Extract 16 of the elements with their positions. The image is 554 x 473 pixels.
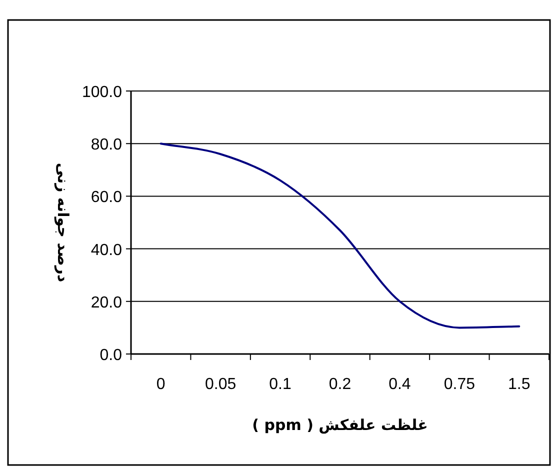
x-tick-label: 0.2 — [328, 376, 352, 393]
y-tick-label: 20.0 — [90, 294, 122, 312]
y-tick-label: 100.0 — [82, 84, 122, 101]
y-tick-label: 40.0 — [90, 242, 122, 259]
y-tick-label: 80.0 — [90, 136, 122, 154]
x-tick-label: 0.1 — [269, 376, 292, 393]
x-tick-label: 1.5 — [508, 376, 530, 393]
x-tick-label: 0 — [156, 376, 166, 393]
y-tick-label: 0.0 — [100, 347, 122, 364]
line-series — [160, 142, 520, 329]
x-tick-label: 0.05 — [205, 376, 236, 393]
y-axis-title: درصد جوانه زنی — [54, 162, 72, 283]
y-tick-label: 60.0 — [90, 189, 122, 206]
x-tick-label: 0.75 — [444, 376, 476, 393]
x-tick-label: 0.4 — [388, 376, 411, 393]
x-axis-title: غلظت علفکش ( ppm ) — [252, 416, 428, 434]
